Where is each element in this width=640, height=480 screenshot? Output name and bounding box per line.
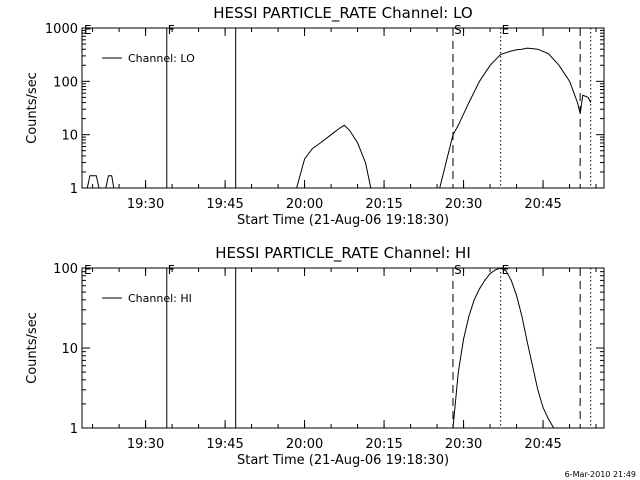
y-axis-label: Counts/sec — [25, 72, 40, 144]
x-tick-label: 19:30 — [127, 437, 164, 452]
x-tick-label: 20:45 — [524, 197, 561, 212]
series-line — [452, 267, 555, 429]
event-marker-label: E — [84, 23, 92, 37]
event-marker-label: S — [454, 23, 462, 37]
y-axis-label: Counts/sec — [25, 312, 40, 384]
chart-panel-1: HESSI PARTICLE_RATE Channel: LO Start Tim… — [25, 4, 605, 228]
event-marker-label: F — [168, 263, 175, 277]
y-tick-label: 10 — [61, 342, 78, 357]
series-line — [105, 175, 115, 189]
plot-frame — [81, 27, 605, 189]
event-marker-label: F — [168, 23, 175, 37]
event-marker-label: E — [84, 263, 92, 277]
x-tick-label: 20:00 — [286, 197, 323, 212]
x-axis-label: Start Time (21-Aug-06 19:18:30) — [237, 213, 449, 228]
footer-timestamp: 6-Mar-2010 21:49 — [565, 470, 636, 479]
x-tick-label: 19:30 — [127, 197, 164, 212]
series-line — [86, 175, 100, 189]
x-tick-label: 20:15 — [365, 197, 402, 212]
x-tick-label: 20:00 — [286, 437, 323, 452]
y-tick-label: 10 — [61, 129, 78, 144]
x-tick-label: 19:45 — [206, 437, 243, 452]
x-tick-label: 20:30 — [445, 197, 482, 212]
y-tick-label: 1000 — [45, 22, 78, 37]
chart-panel-2: HESSI PARTICLE_RATE Channel: HI Start Tim… — [25, 244, 605, 468]
event-marker-label: E — [502, 23, 510, 37]
x-tick-label: 20:15 — [365, 437, 402, 452]
y-tick-label: 100 — [53, 262, 78, 277]
series-line — [296, 124, 372, 189]
x-tick-label: 19:45 — [206, 197, 243, 212]
series-line — [439, 47, 592, 189]
y-tick-label: 1 — [70, 422, 78, 437]
legend-label: Channel: LO — [128, 52, 195, 65]
event-marker-label: E — [502, 263, 510, 277]
y-tick-label: 100 — [53, 75, 78, 90]
event-marker-label: S — [454, 263, 462, 277]
chart-panels: HESSI PARTICLE_RATE Channel: LO Start Tim… — [25, 4, 605, 468]
x-tick-label: 20:45 — [524, 437, 561, 452]
y-tick-label: 1 — [70, 182, 78, 197]
chart-title: HESSI PARTICLE_RATE Channel: HI — [215, 244, 471, 263]
legend-label: Channel: HI — [128, 292, 192, 305]
chart-title: HESSI PARTICLE_RATE Channel: LO — [213, 4, 472, 23]
x-axis-label: Start Time (21-Aug-06 19:18:30) — [237, 453, 449, 468]
x-tick-label: 20:30 — [445, 437, 482, 452]
